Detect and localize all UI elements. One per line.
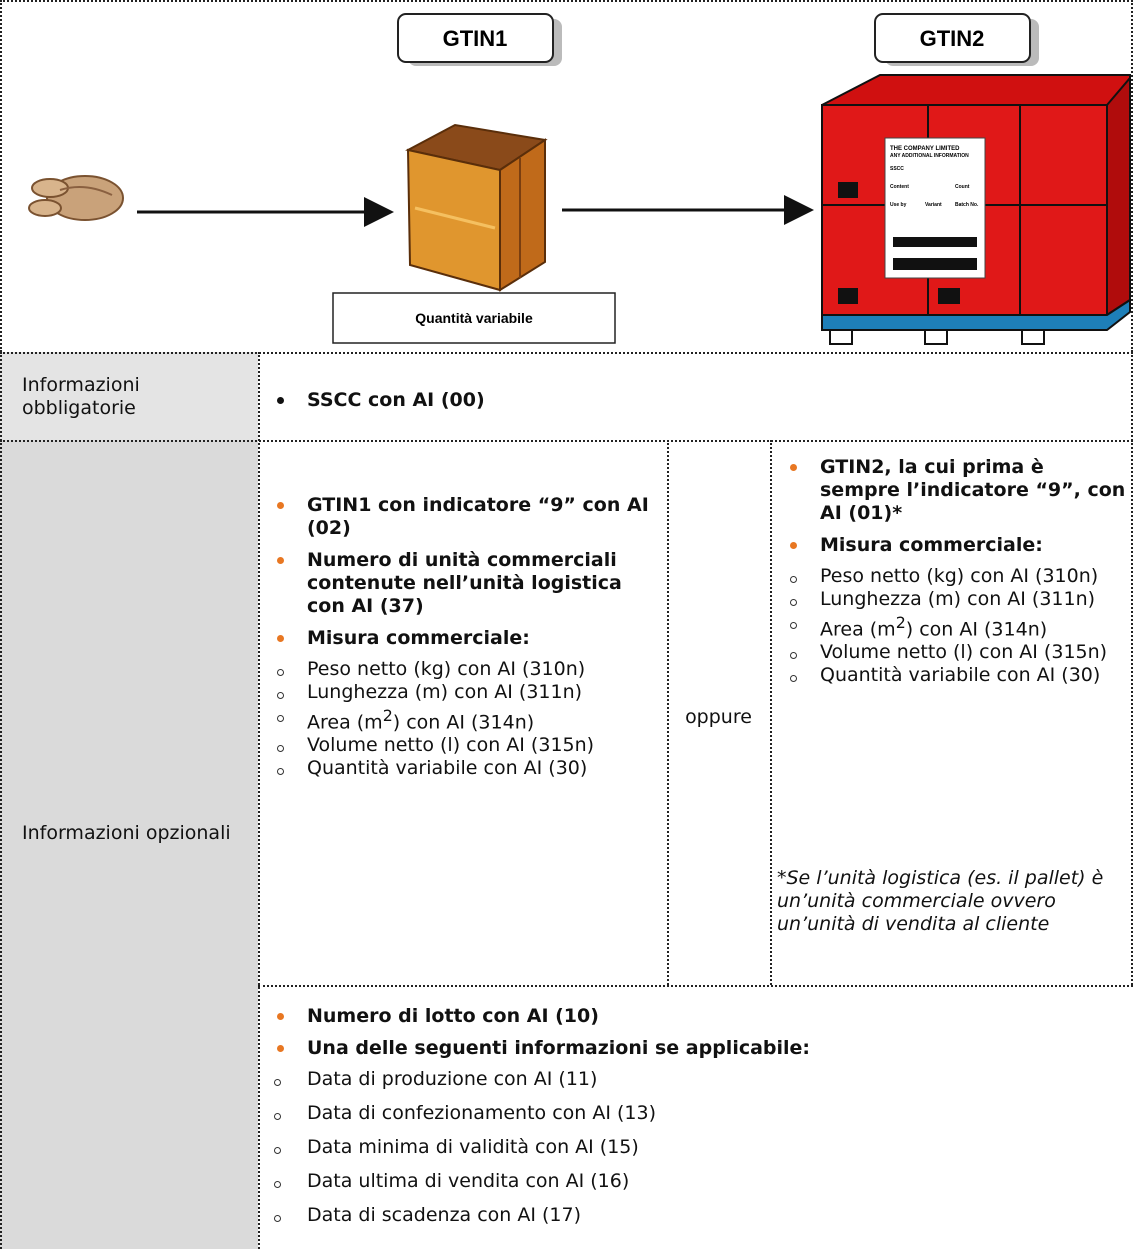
item-text: Data di scadenza con AI (17) <box>307 1204 582 1226</box>
sub-item: Lunghezza (m) con AI (311n) <box>277 681 652 704</box>
rule <box>770 440 772 985</box>
gtin1-label: GTIN1 <box>443 26 508 51</box>
sub-item: Data minima di validità con AI (15) <box>274 1136 1107 1159</box>
rule <box>1131 352 1133 985</box>
pallet-label-text: THE COMPANY LIMITED <box>890 146 960 152</box>
item-text: Quantità variabile con AI (30) <box>307 757 588 780</box>
sub-item: Data ultima di vendita con AI (16) <box>274 1170 1107 1193</box>
bullet-item: GTIN2, la cui prima è sempre l’indicator… <box>790 456 1128 525</box>
item-text: Data di produzione con AI (11) <box>307 1068 598 1090</box>
item-text: Numero di unità commerciali contenute ne… <box>307 549 622 617</box>
item-text: Area (m <box>307 711 383 734</box>
rule <box>0 352 2 1249</box>
superscript: 2 <box>382 706 393 725</box>
sub-item: Peso netto (kg) con AI (310n) <box>790 565 1128 588</box>
item-text: Peso netto (kg) con AI (310n) <box>307 658 586 680</box>
sub-item: Volume netto (l) con AI (315n) <box>790 641 1128 664</box>
item-text: Lunghezza (m) con AI (311n) <box>307 681 583 703</box>
item-text: Data ultima di vendita con AI (16) <box>307 1170 630 1192</box>
option-list: Numero di lotto con AI (10) Una delle seg… <box>274 1005 1107 1238</box>
sub-list: Peso netto (kg) con AI (310n) Lunghezza (… <box>790 565 1128 687</box>
rule <box>667 440 669 985</box>
rule <box>258 352 260 1249</box>
sub-item: Data di scadenza con AI (17) <box>274 1204 1107 1227</box>
sub-item: Data di confezionamento con AI (13) <box>274 1102 1107 1125</box>
pallet-label-text: SSCC <box>890 166 904 172</box>
pallet-label-text: Variant <box>925 202 942 208</box>
separator: oppure <box>685 706 752 728</box>
item-text: GTIN2, la cui prima è sempre l’indicator… <box>820 456 1126 524</box>
item-text: SSCC con AI (00) <box>307 389 485 411</box>
bullet-item: Una delle seguenti informazioni se appli… <box>274 1037 1107 1227</box>
pallet-label-text: Use by <box>890 202 907 208</box>
pallet-label-text: Count <box>955 184 970 190</box>
sub-item: Quantità variabile con AI (30) <box>790 664 1128 687</box>
sub-item: Data di produzione con AI (11) <box>274 1068 1107 1091</box>
bullet-item: Numero di lotto con AI (10) <box>277 1005 1107 1028</box>
gtin1-box <box>397 13 554 63</box>
mandatory-list: SSCC con AI (00) <box>277 389 1107 421</box>
chicken-icon <box>28 175 124 221</box>
bullet-item: GTIN1 con indicatore “9” con AI (02) <box>277 494 652 540</box>
pallet-icon <box>821 74 1131 345</box>
sub-item: Quantità variabile con AI (30) <box>277 757 652 780</box>
carton-icon <box>405 123 548 292</box>
bullet-item: Numero di unità commerciali contenute ne… <box>277 549 652 618</box>
sub-item: Area (m2) con AI (314n) <box>790 611 1128 641</box>
row-label: Informazioni obbligatorie <box>22 374 140 419</box>
sub-item: Volume netto (l) con AI (315n) <box>277 734 652 757</box>
diagram: GTIN1 GTIN2 Quantità variabile <box>28 13 1131 345</box>
bullet-item: Misura commerciale: Peso netto (kg) con A… <box>790 534 1128 687</box>
item-text: Data minima di validità con AI (15) <box>307 1136 639 1158</box>
header-cell <box>0 440 258 1249</box>
item-text: Misura commerciale: <box>820 534 1043 556</box>
pallet-label-text: ANY ADDITIONAL INFORMATION <box>890 153 969 159</box>
item-text: Misura commerciale: <box>307 627 530 649</box>
item-text: ) con AI (314n) <box>905 618 1048 641</box>
gtin2-label: GTIN2 <box>920 26 985 51</box>
item-text: Una delle seguenti informazioni se appli… <box>307 1037 811 1059</box>
superscript: 2 <box>895 613 906 632</box>
sub-list: Data di produzione con AI (11) Data di co… <box>274 1068 1107 1227</box>
item-text: Volume netto (l) con AI (315n) <box>307 734 595 757</box>
item-text: Numero di lotto con AI (10) <box>307 1005 599 1027</box>
row-label: Informazioni opzionali <box>22 822 231 844</box>
rule <box>0 440 1133 442</box>
footnote: *Se l’unità logistica (es. il pallet) è … <box>777 867 1104 935</box>
rule <box>258 985 1133 987</box>
pallet-label-text: Batch No. <box>955 202 979 208</box>
header-cell <box>0 352 258 440</box>
bullet-item: SSCC con AI (00) <box>277 389 1107 412</box>
item-text: Data di confezionamento con AI (13) <box>307 1102 656 1124</box>
diagram-frame <box>0 0 1133 352</box>
item-text: Quantità variabile con AI (30) <box>820 664 1101 687</box>
item-text: ) con AI (314n) <box>392 711 535 734</box>
item-text: Peso netto (kg) con AI (310n) <box>820 565 1099 587</box>
sub-item: Area (m2) con AI (314n) <box>277 704 652 734</box>
rule <box>0 352 1133 354</box>
option-list: GTIN1 con indicatore “9” con AI (02) Nume… <box>277 494 652 789</box>
sub-item: Peso netto (kg) con AI (310n) <box>277 658 652 681</box>
bullet-item: Misura commerciale: Peso netto (kg) con A… <box>277 627 652 780</box>
item-text: Area (m <box>820 618 896 641</box>
item-text: Lunghezza (m) con AI (311n) <box>820 588 1096 610</box>
box-label: Quantità variabile <box>415 310 533 326</box>
box-label-frame <box>332 292 616 344</box>
gtin2-box <box>874 13 1031 63</box>
item-text: GTIN1 con indicatore “9” con AI (02) <box>307 494 649 539</box>
option-list: GTIN2, la cui prima è sempre l’indicator… <box>790 456 1128 696</box>
sub-item: Lunghezza (m) con AI (311n) <box>790 588 1128 611</box>
pallet-label-text: Content <box>890 184 909 190</box>
sub-list: Peso netto (kg) con AI (310n) Lunghezza (… <box>277 658 652 780</box>
item-text: Volume netto (l) con AI (315n) <box>820 641 1108 664</box>
